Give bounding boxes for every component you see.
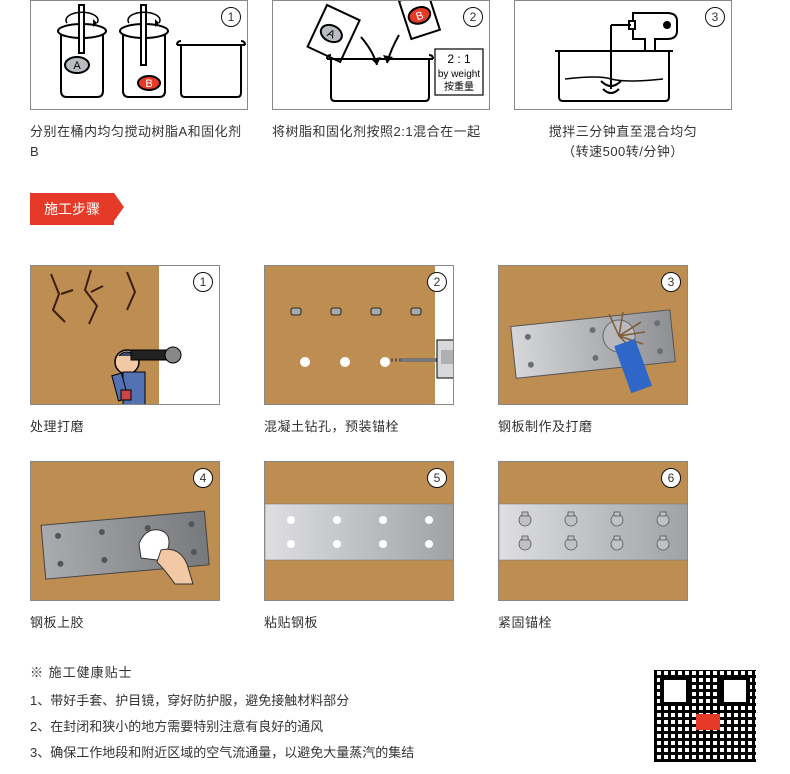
step-number: 6: [661, 468, 681, 488]
mix-svg-1: A B: [31, 1, 248, 110]
apply-step-1: 1: [30, 265, 220, 437]
mix-step-2: 2 A B: [272, 0, 490, 161]
mix-caption-2: 将树脂和固化剂按照2:1混合在一起: [272, 122, 490, 142]
caption-text: 搅拌三分钟直至混合均匀: [549, 124, 698, 139]
apply-step-3: 3: [498, 265, 688, 437]
mix-svg-2: A B: [273, 1, 490, 110]
apply-svg-6: [499, 462, 688, 601]
svg-text:A: A: [73, 60, 81, 72]
apply-row-2: 4: [30, 461, 760, 633]
apply-row-1: 1: [30, 265, 760, 437]
step-number: 1: [193, 272, 213, 292]
apply-step-4: 4: [30, 461, 220, 633]
apply-svg-3: [499, 266, 688, 405]
mix-caption-3: 搅拌三分钟直至混合均匀 （转速500转/分钟）: [514, 122, 732, 161]
qr-code: [650, 666, 760, 766]
apply-step-6: 6: [498, 461, 688, 633]
apply-figure-4: 4: [30, 461, 220, 601]
apply-svg-5: [265, 462, 454, 601]
step-number: 1: [221, 7, 241, 27]
ratio-box: 2 : 1 by weight 按重量: [435, 49, 483, 95]
apply-caption-6: 紧固锚栓: [498, 613, 688, 633]
apply-figure-6: 6: [498, 461, 688, 601]
mix-row: 1 A B: [30, 0, 760, 161]
mix-figure-1: 1 A B: [30, 0, 248, 110]
apply-svg-2: [265, 266, 454, 405]
apply-caption-2: 混凝土钻孔，预装锚栓: [264, 417, 454, 437]
mix-figure-2: 2 A B: [272, 0, 490, 110]
mix-figure-3: 3: [514, 0, 732, 110]
step-number: 5: [427, 468, 447, 488]
svg-text:按重量: 按重量: [444, 80, 474, 93]
svg-text:2 : 1: 2 : 1: [447, 52, 471, 66]
apply-figure-3: 3: [498, 265, 688, 405]
apply-figure-1: 1: [30, 265, 220, 405]
apply-svg-4: [31, 462, 220, 601]
mix-step-3: 3: [514, 0, 732, 161]
step-number: 3: [705, 7, 725, 27]
apply-figure-2: 2: [264, 265, 454, 405]
apply-caption-5: 粘贴钢板: [264, 613, 454, 633]
svg-text:B: B: [145, 78, 152, 90]
apply-caption-4: 钢板上胶: [30, 613, 220, 633]
mix-caption-1: 分别在桶内均匀搅动树脂A和固化剂B: [30, 122, 248, 161]
apply-svg-1: [31, 266, 220, 405]
mix-svg-3: [515, 1, 732, 110]
svg-text:by weight: by weight: [438, 69, 480, 80]
step-number: 4: [193, 468, 213, 488]
step-number: 2: [427, 272, 447, 292]
step-number: 3: [661, 272, 681, 292]
mix-step-1: 1 A B: [30, 0, 248, 161]
apply-caption-1: 处理打磨: [30, 417, 220, 437]
apply-step-2: 2: [264, 265, 454, 437]
apply-caption-3: 钢板制作及打磨: [498, 417, 688, 437]
section-title-tab: 施工步骤: [30, 193, 114, 225]
step-number: 2: [463, 7, 483, 27]
apply-step-5: 5 粘贴钢板: [264, 461, 454, 633]
caption-text: （转速500转/分钟）: [562, 144, 684, 159]
apply-figure-5: 5: [264, 461, 454, 601]
